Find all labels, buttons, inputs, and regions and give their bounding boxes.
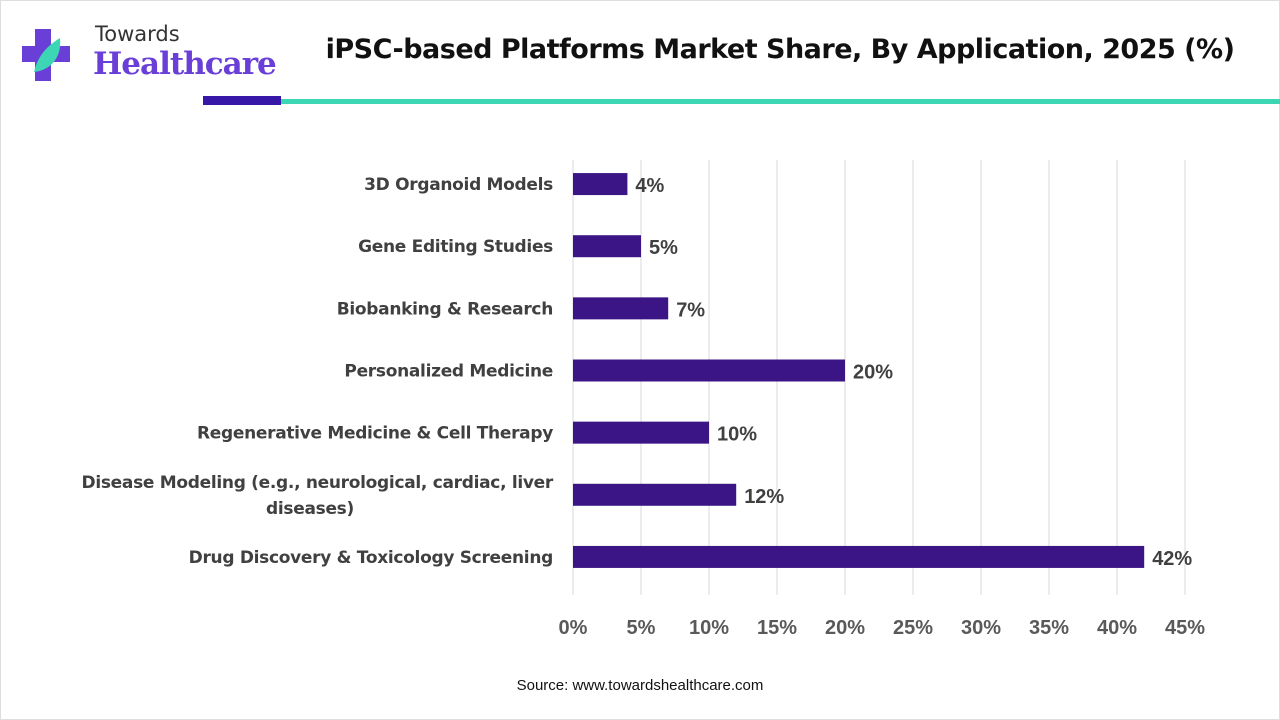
category-label: diseases) [266, 499, 354, 519]
x-tick-label: 45% [1165, 617, 1205, 639]
data-label: 20% [853, 362, 893, 384]
bar [573, 421, 709, 444]
brand-line2: Healthcare [93, 46, 277, 82]
accent-bar-teal [281, 99, 1280, 104]
brand-logo: Towards Healthcare [20, 22, 277, 82]
category-label: Biobanking & Research [337, 299, 553, 319]
bar [573, 235, 641, 258]
x-tick-label: 10% [689, 617, 729, 639]
x-tick-label: 40% [1097, 617, 1137, 639]
bar [573, 545, 1145, 568]
data-label: 5% [649, 237, 678, 259]
chart-title: iPSC-based Platforms Market Share, By Ap… [325, 34, 1235, 65]
accent-bar-dark [203, 96, 281, 105]
x-tick-label: 15% [757, 617, 797, 639]
category-label: 3D Organoid Models [364, 175, 553, 195]
x-tick-label: 5% [627, 617, 656, 639]
category-label: Personalized Medicine [344, 362, 553, 382]
x-tick-label: 0% [559, 617, 588, 639]
x-tick-label: 25% [893, 617, 933, 639]
category-label: Disease Modeling (e.g., neurological, ca… [82, 473, 554, 493]
category-label: Gene Editing Studies [358, 237, 553, 257]
bar [573, 359, 845, 382]
bar [573, 483, 737, 506]
category-label: Drug Discovery & Toxicology Screening [189, 548, 553, 568]
data-label: 12% [744, 486, 784, 508]
x-tick-label: 20% [825, 617, 865, 639]
bar [573, 297, 669, 320]
source-note: Source: www.towardshealthcare.com [516, 677, 764, 694]
brand-line1: Towards [95, 22, 180, 46]
data-label: 4% [635, 175, 664, 197]
category-label: Regenerative Medicine & Cell Therapy [197, 424, 553, 444]
bar [573, 173, 628, 196]
data-label: 10% [717, 424, 757, 446]
x-tick-label: 35% [1029, 617, 1069, 639]
cross-leaf-icon [22, 29, 70, 81]
data-label: 7% [676, 299, 705, 321]
data-label: 42% [1152, 548, 1192, 570]
x-tick-label: 30% [961, 617, 1001, 639]
